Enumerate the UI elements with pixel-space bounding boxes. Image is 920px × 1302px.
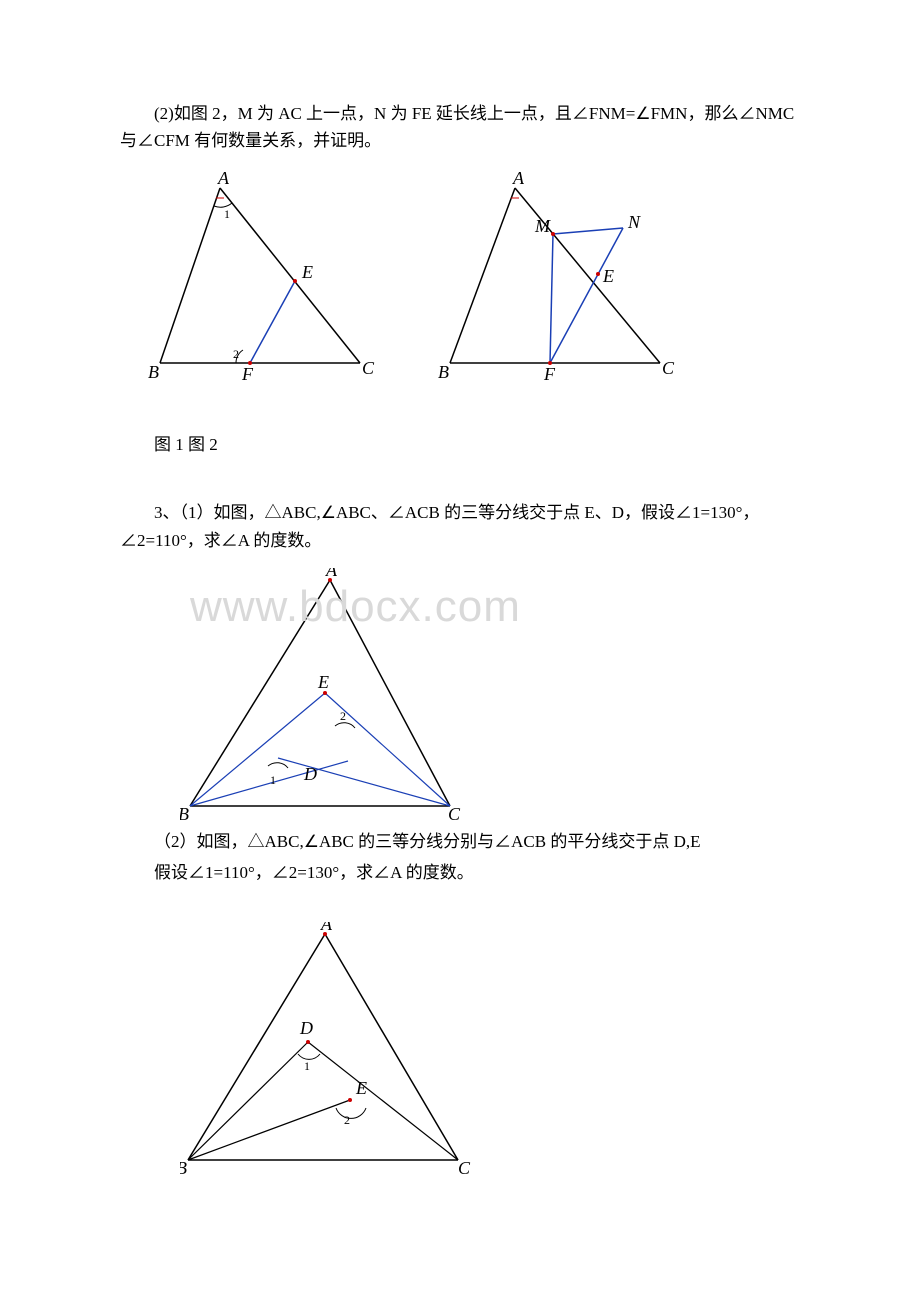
f2-E: E [317, 672, 329, 692]
figure-row-1: A B C E F 1 2 [120, 168, 800, 388]
label-C2: C [662, 358, 675, 378]
f2-1: 1 [270, 773, 276, 787]
label-A: A [217, 168, 230, 188]
f3-B: B [180, 1158, 187, 1178]
label-M: M [534, 216, 551, 236]
f2-B: B [180, 804, 189, 824]
f2-C: C [448, 804, 461, 824]
label-B: B [148, 362, 159, 382]
paragraph-4: （2）如图，△ABC,∠ABC 的三等分线分别与∠ACB 的平分线交于点 D,E [120, 828, 800, 855]
label-E: E [301, 262, 313, 282]
paragraph-3: 3、（1）如图，△ABC,∠ABC、∠ACB 的三等分线交于点 E、D，假设∠1… [120, 499, 800, 553]
spacer [120, 455, 800, 499]
label-angle-1: 1 [224, 207, 230, 221]
f3-C: C [458, 1158, 471, 1178]
figure-4: A B C D E 1 2 [180, 922, 480, 1182]
f2-A: A [325, 568, 338, 580]
f3-A: A [320, 922, 333, 934]
label-F: F [241, 364, 254, 384]
label-C: C [362, 358, 375, 378]
figure-row-2: www.bdocx.com A B C E D 1 2 [160, 568, 800, 828]
f2-D: D [303, 764, 317, 784]
figure-1-and-2: A B C E F 1 2 [140, 168, 680, 388]
f3-2: 2 [344, 1113, 350, 1127]
label-E2: E [602, 266, 614, 286]
page: (2)如图 2，M 为 AC 上一点，N 为 FE 延长线上一点，且∠FNM=∠… [0, 0, 920, 1242]
f2-2: 2 [340, 709, 346, 723]
figure-3: A B C E D 1 2 [180, 568, 480, 828]
paragraph-5: 假设∠1=110°，∠2=130°，求∠A 的度数。 [120, 859, 800, 886]
label-B2: B [438, 362, 449, 382]
label-N: N [627, 212, 641, 232]
spacer2 [120, 890, 800, 908]
f3-D: D [299, 1018, 313, 1038]
f3-E: E [355, 1078, 367, 1098]
label-F2: F [543, 364, 556, 384]
label-A2: A [512, 168, 525, 188]
paragraph-2: (2)如图 2，M 为 AC 上一点，N 为 FE 延长线上一点，且∠FNM=∠… [120, 100, 800, 154]
label-angle-2: 2 [233, 347, 239, 361]
f3-1: 1 [304, 1059, 310, 1073]
figure-caption-1: 图 1 图 2 [120, 430, 800, 455]
figure-row-3: A B C D E 1 2 [160, 922, 800, 1182]
